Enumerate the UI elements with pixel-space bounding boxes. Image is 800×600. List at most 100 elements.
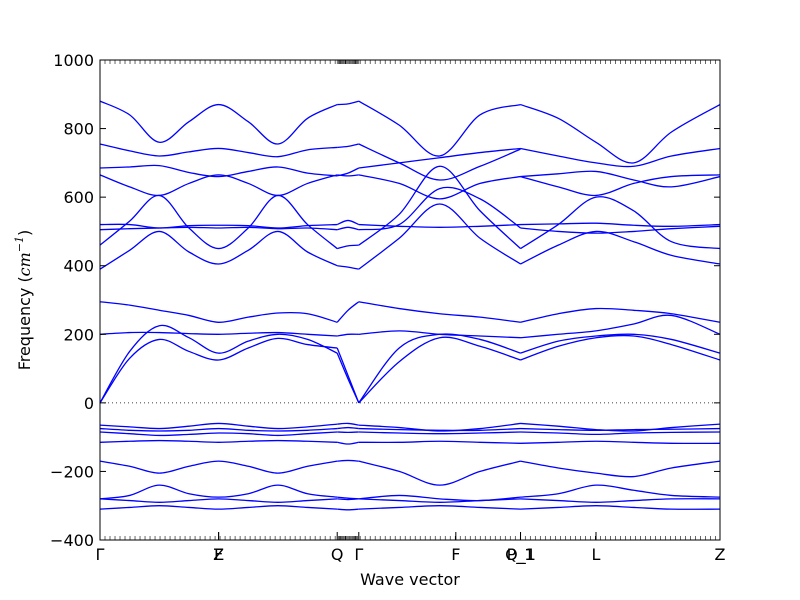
band-line bbox=[520, 174, 721, 197]
band-line bbox=[358, 301, 521, 323]
y-tick-label: −400 bbox=[50, 531, 94, 550]
band-line bbox=[520, 334, 721, 361]
band-line bbox=[99, 484, 338, 500]
band-line bbox=[337, 459, 359, 462]
band-line bbox=[99, 498, 338, 503]
band-line bbox=[520, 147, 721, 168]
band-line bbox=[337, 174, 359, 177]
band-line bbox=[520, 431, 721, 436]
band-line bbox=[520, 333, 721, 354]
band-line bbox=[337, 226, 359, 231]
band-line bbox=[520, 427, 721, 431]
plot-frame bbox=[99, 59, 721, 541]
band-line bbox=[520, 498, 721, 503]
x-tick-label: Z bbox=[715, 545, 726, 564]
x-tick-label: L bbox=[592, 545, 601, 564]
band-line bbox=[99, 223, 338, 229]
y-tick-label: 600 bbox=[63, 188, 94, 207]
y-tick-label: 800 bbox=[63, 120, 94, 139]
band-line bbox=[520, 225, 721, 234]
x-axis-label: Wave vector bbox=[360, 570, 460, 589]
x-tick-label: F bbox=[451, 545, 460, 564]
band-line bbox=[520, 196, 721, 250]
band-line bbox=[99, 174, 338, 197]
x-tick-label: P_1 bbox=[507, 545, 535, 565]
y-tick-label: 0 bbox=[84, 394, 94, 413]
y-axis-label-prefix: Frequency ( bbox=[15, 276, 34, 370]
band-line bbox=[358, 203, 521, 270]
band-line bbox=[99, 226, 338, 231]
band-line bbox=[99, 439, 338, 443]
band-line bbox=[99, 324, 338, 404]
band-line bbox=[337, 426, 359, 430]
band-line bbox=[520, 484, 721, 498]
y-tick-label: −200 bbox=[50, 462, 94, 481]
y-axis-label-suffix: ) bbox=[15, 230, 34, 236]
band-line bbox=[520, 222, 721, 227]
band-line bbox=[337, 265, 359, 270]
y-axis-label-unit: cm bbox=[15, 252, 34, 276]
band-line bbox=[520, 460, 721, 478]
band-lines bbox=[99, 100, 721, 511]
x-tick-label: Q_1 bbox=[505, 545, 536, 565]
band-line bbox=[358, 422, 521, 432]
band-line bbox=[358, 333, 521, 404]
y-tick-label: 1000 bbox=[53, 51, 94, 70]
y-tick-label: 200 bbox=[63, 325, 94, 344]
band-line bbox=[99, 337, 338, 404]
band-line bbox=[520, 314, 721, 339]
band-line bbox=[337, 498, 359, 501]
band-line bbox=[99, 431, 338, 437]
band-line bbox=[358, 100, 521, 157]
band-line bbox=[358, 143, 521, 181]
band-line bbox=[358, 440, 521, 444]
x-tick-label: Z bbox=[213, 545, 224, 564]
band-line bbox=[520, 307, 721, 323]
y-tick-label: 400 bbox=[63, 257, 94, 276]
band-line bbox=[358, 147, 521, 169]
band-line bbox=[520, 170, 721, 188]
band-line bbox=[358, 505, 521, 510]
band-line bbox=[337, 441, 359, 445]
band-line bbox=[99, 301, 338, 323]
band-line bbox=[99, 143, 338, 158]
band-line bbox=[337, 244, 359, 250]
band-line bbox=[520, 422, 721, 432]
band-line bbox=[358, 174, 521, 200]
x-axis: Γ ZF Q Γ F P_1Q_1 L Z bbox=[96, 60, 726, 565]
x-tick-label: F bbox=[214, 545, 223, 564]
band-line bbox=[520, 230, 721, 265]
band-line bbox=[337, 100, 359, 106]
band-line bbox=[99, 331, 338, 337]
band-line bbox=[337, 422, 359, 426]
band-line bbox=[358, 427, 521, 432]
band-line bbox=[99, 100, 338, 145]
band-line bbox=[336, 219, 360, 226]
band-line bbox=[358, 460, 521, 486]
band-line bbox=[358, 336, 521, 404]
band-line bbox=[99, 422, 338, 430]
band-line bbox=[520, 103, 721, 164]
band-line bbox=[358, 498, 521, 503]
band-line bbox=[337, 508, 359, 511]
y-axis-label-unit-exponent: −1 bbox=[13, 236, 26, 252]
band-line bbox=[336, 301, 360, 323]
band-line bbox=[99, 194, 338, 250]
band-line bbox=[358, 165, 521, 250]
x-tick-label: Q bbox=[331, 545, 344, 564]
band-line bbox=[99, 460, 338, 474]
band-line bbox=[99, 505, 338, 510]
band-line bbox=[337, 333, 359, 337]
band-line bbox=[99, 164, 338, 178]
x-tick-label: Γ bbox=[354, 545, 363, 564]
band-line bbox=[520, 505, 721, 510]
y-axis: −400 −200 0 200 400 600 800 1000 bbox=[50, 51, 720, 550]
y-axis-label: Frequency (cm−1) bbox=[13, 230, 34, 371]
band-line bbox=[520, 440, 721, 445]
band-line bbox=[337, 143, 359, 149]
x-tick-label: Γ bbox=[96, 545, 105, 564]
band-line bbox=[336, 347, 360, 404]
band-line bbox=[99, 427, 338, 432]
band-line bbox=[99, 230, 338, 270]
